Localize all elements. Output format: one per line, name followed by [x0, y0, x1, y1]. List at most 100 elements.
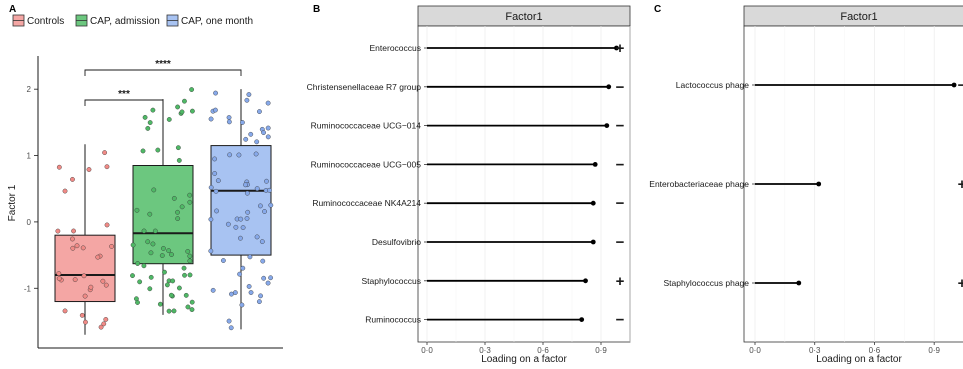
data-point	[151, 187, 157, 193]
panel-b-categories: Enterococcus + Christensenellaceae R7 grou…	[307, 40, 625, 329]
data-point	[232, 290, 238, 295]
data-point	[104, 222, 110, 228]
lollipop-dot-lactococcus-phage	[951, 82, 957, 88]
panel-b-letter: B	[313, 4, 320, 15]
data-point	[141, 228, 147, 234]
data-point	[176, 158, 182, 163]
x-tick-label: 0·3	[479, 346, 491, 355]
data-point	[258, 293, 263, 299]
data-point	[243, 182, 248, 188]
data-point	[79, 312, 85, 318]
data-point	[215, 178, 221, 184]
panel-a-y-ticks: -1 0 1 2	[24, 85, 38, 293]
data-point	[147, 286, 153, 292]
data-point	[238, 216, 244, 222]
data-point	[244, 190, 250, 196]
data-point	[147, 120, 153, 125]
panel-b-plot-area	[417, 25, 631, 343]
data-point	[214, 208, 219, 214]
legend-label-controls: Controls	[27, 16, 64, 27]
data-point	[166, 117, 172, 122]
data-point	[254, 234, 260, 240]
data-point	[159, 253, 165, 258]
data-point	[268, 202, 274, 208]
data-point	[141, 263, 147, 269]
data-point	[213, 90, 218, 96]
lollipop-dot-ruminococcaceae-ucg-005	[592, 162, 598, 167]
data-point	[261, 275, 267, 281]
data-point	[187, 258, 193, 264]
data-point	[81, 273, 87, 279]
data-point	[72, 277, 78, 283]
category-label-ruminococcaceae-ucg-005: Ruminococcaceae UCG−005	[311, 159, 422, 169]
panel-c-letter: C	[654, 4, 661, 15]
sign-lactococcus-phage: −	[958, 77, 963, 94]
data-point	[175, 209, 180, 215]
data-point	[70, 245, 76, 251]
category-label-ruminococcaceae-nk4a214: Ruminococcaceae NK4A214	[312, 198, 421, 208]
panel-c-categories: Lactococcus phage − Enterobacteriaceae pha…	[649, 77, 963, 292]
data-point	[70, 236, 75, 242]
category-label-ruminococcaceae-ucg-014: Ruminococcaceae UCG−014	[311, 121, 422, 131]
data-point	[257, 109, 262, 114]
sign-staphylococcus-phage: +	[958, 275, 963, 292]
data-point	[213, 107, 218, 113]
data-point	[212, 171, 218, 176]
data-point	[210, 287, 216, 293]
data-point	[208, 116, 214, 122]
data-point	[262, 209, 267, 214]
data-point	[166, 248, 172, 254]
data-point	[103, 282, 109, 288]
significance-bracket	[84, 99, 164, 106]
data-point	[265, 125, 271, 131]
category-label-ruminococcus: Ruminococcus	[365, 315, 421, 325]
category-label-enterobacteriaceae-phage: Enterobacteriaceae phage	[649, 179, 749, 189]
lollipop-dot-staphylococcus-phage	[796, 280, 802, 286]
data-point	[238, 235, 243, 241]
panel-b-gridlines	[426, 26, 631, 342]
panel-a-boxes	[54, 89, 272, 335]
data-point	[150, 107, 156, 113]
data-point	[182, 272, 187, 278]
y-tick-label: 1	[27, 152, 32, 161]
panel-b: B Factor1 Enterococcus + Christensenellace…	[307, 4, 631, 365]
data-point	[70, 176, 75, 182]
sign-desulfovibrio: −	[616, 234, 625, 251]
sign-ruminococcaceae-ucg-014: −	[616, 118, 625, 135]
data-point	[254, 186, 260, 191]
data-point	[162, 269, 167, 275]
data-point	[189, 299, 195, 305]
x-tick-label: 0·0	[421, 346, 433, 355]
sign-ruminococcus: −	[616, 312, 625, 329]
data-point	[189, 87, 195, 92]
y-tick-label: 0	[27, 218, 32, 227]
lollipop-dot-desulfovibrio	[590, 239, 596, 245]
data-point	[240, 265, 246, 271]
sign-enterobacteriaceae-phage: +	[958, 176, 963, 193]
panel-c-x-ticks: 0·0 0·3 0·6 0·9	[749, 342, 941, 355]
data-point	[258, 203, 263, 209]
data-point	[56, 276, 62, 281]
data-point	[260, 258, 266, 264]
data-point	[155, 147, 161, 153]
lollipop-dot-ruminococcus	[579, 317, 585, 322]
data-point	[259, 239, 265, 245]
data-point	[164, 282, 170, 288]
data-point	[267, 187, 272, 193]
data-point	[261, 130, 266, 136]
data-point	[253, 151, 259, 157]
data-point	[248, 131, 254, 137]
data-point	[171, 308, 177, 314]
data-point	[181, 265, 187, 271]
data-point	[225, 221, 231, 227]
data-point	[145, 239, 151, 245]
data-point	[268, 275, 273, 281]
category-label-desulfovibrio: Desulfovibrio	[372, 237, 421, 247]
sign-enterococcus: +	[616, 40, 625, 57]
data-point	[148, 274, 154, 280]
data-point	[265, 100, 271, 106]
data-point	[233, 224, 239, 230]
data-point	[244, 216, 250, 221]
sign-ruminococcaceae-ucg-005: −	[616, 156, 625, 173]
